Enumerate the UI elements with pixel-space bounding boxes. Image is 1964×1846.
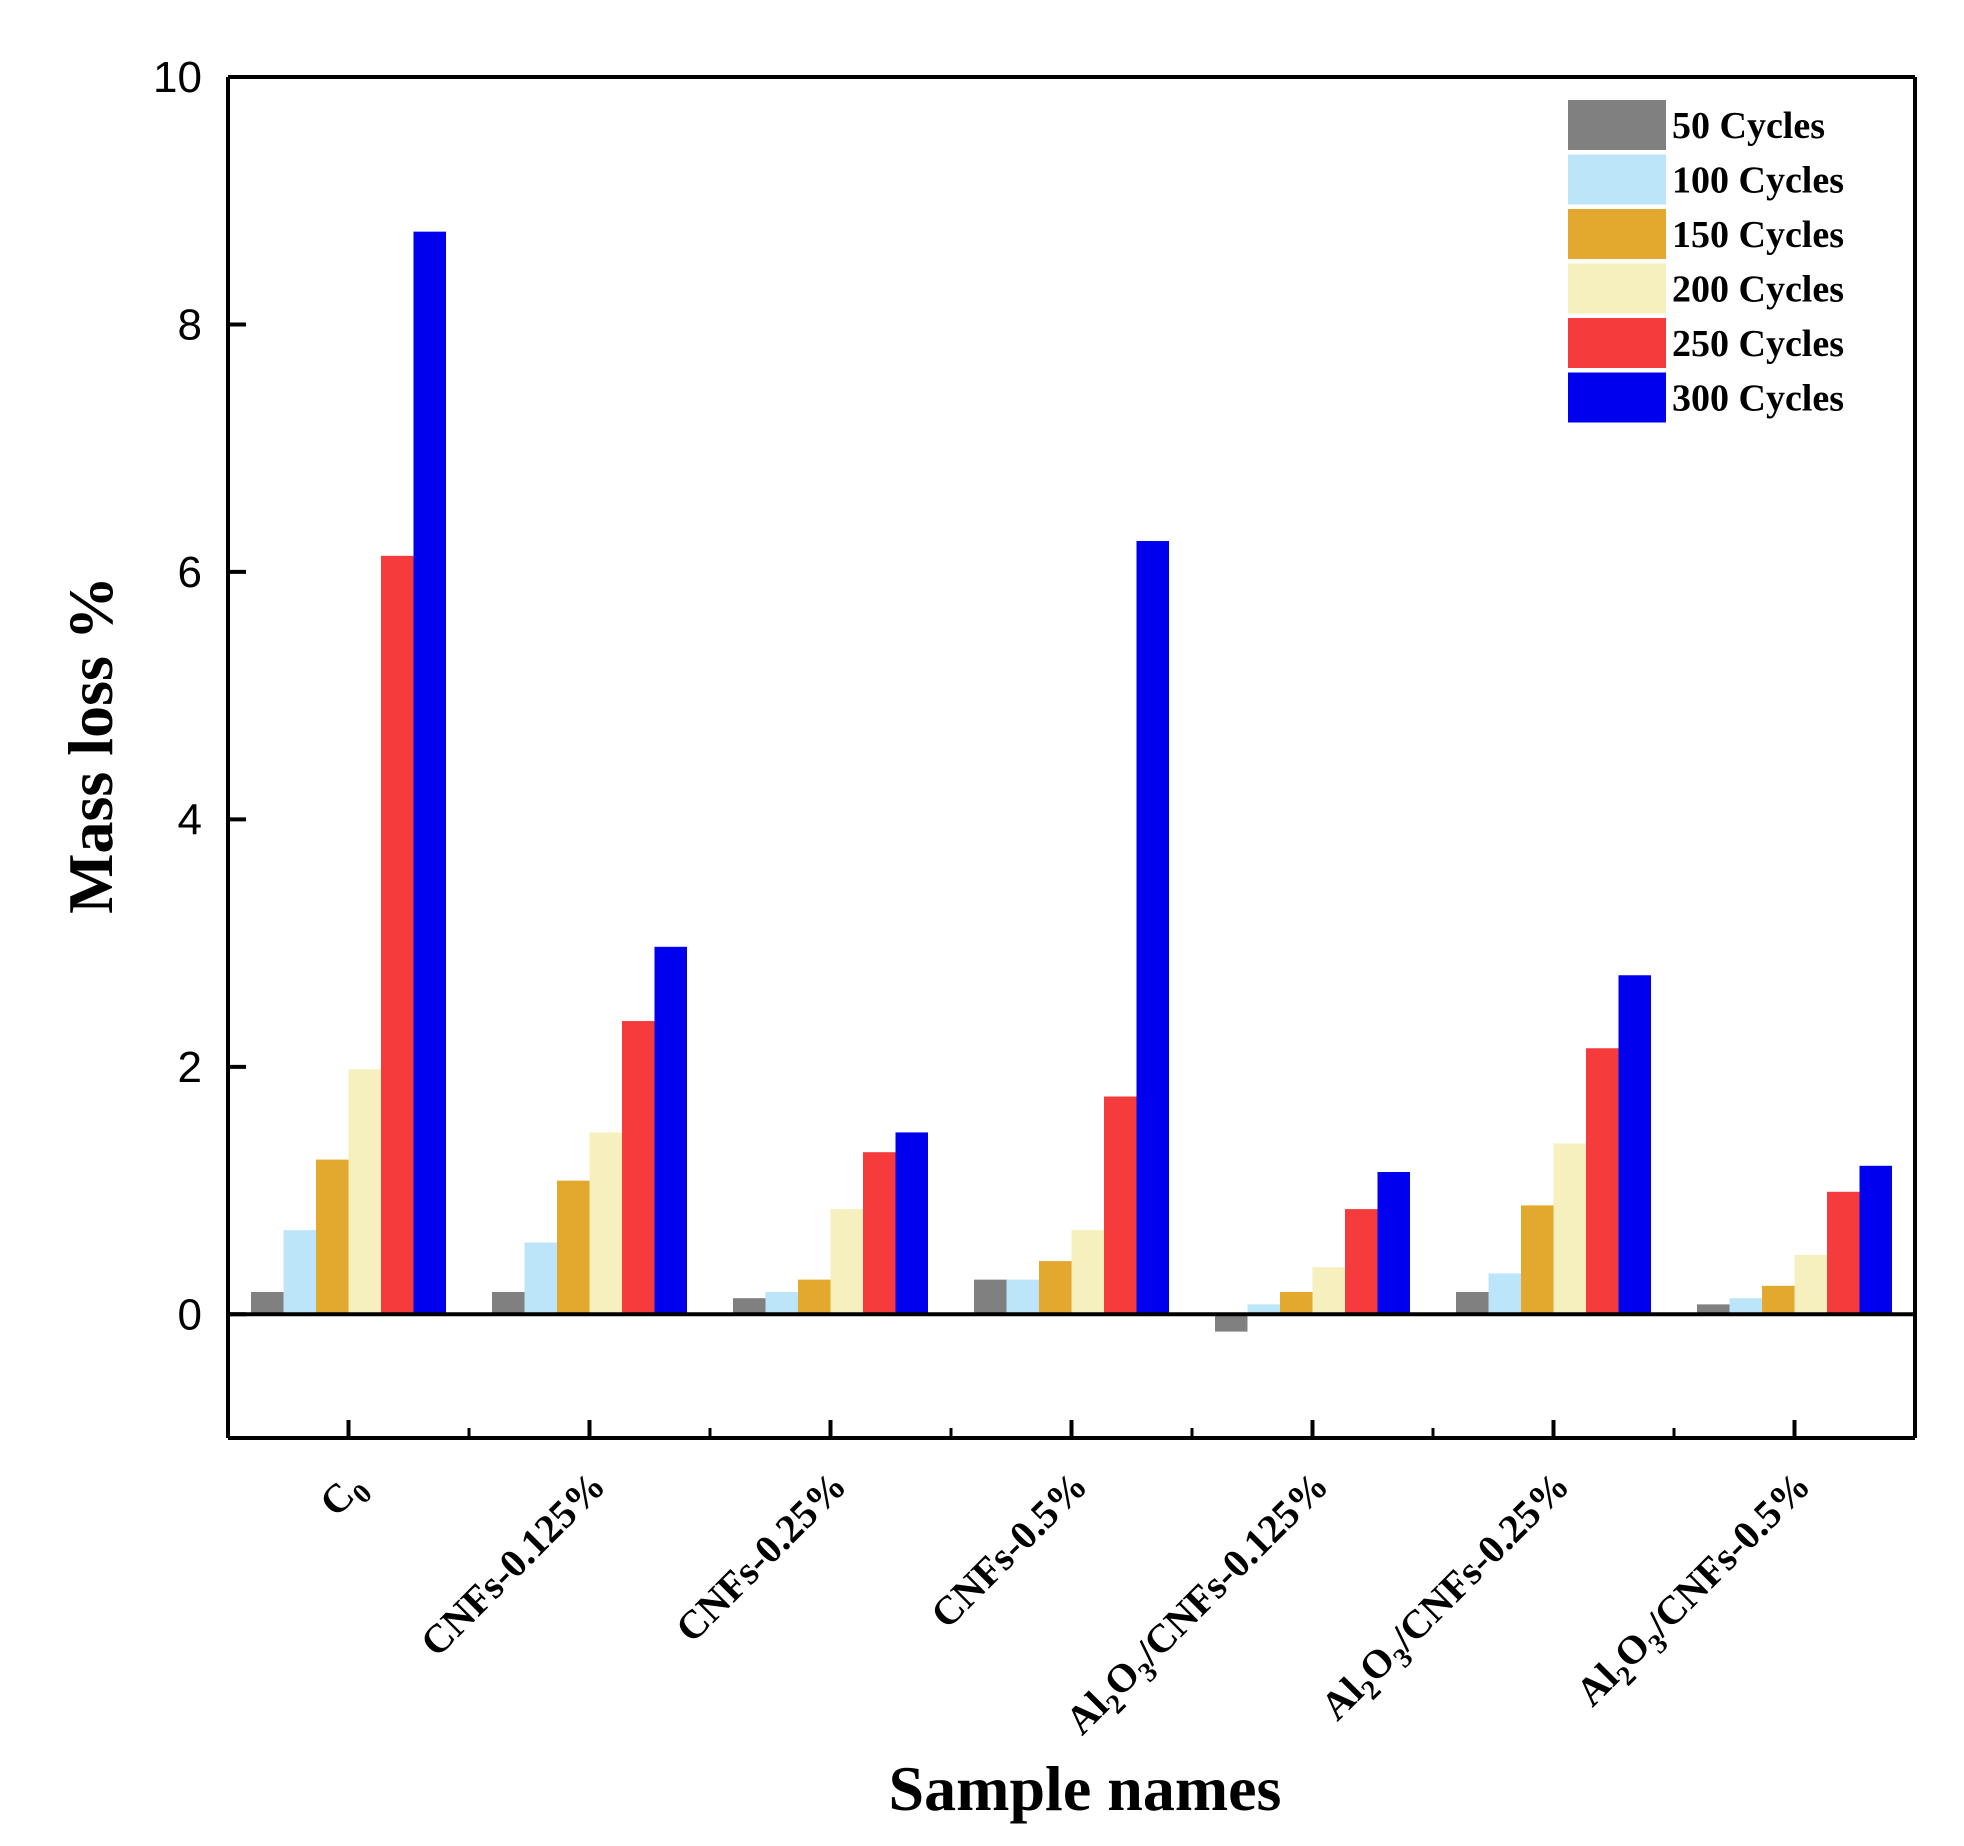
- bar-CNFs-0.25%-100-cycles: [765, 1292, 798, 1315]
- y-tick-label: 0: [178, 1290, 202, 1339]
- bar-CNFs-0.5%-250-cycles: [1104, 1096, 1137, 1315]
- bar-Al2O3/CNFs-0.25%-250-cycles: [1586, 1048, 1619, 1315]
- bars-layer: [251, 231, 1892, 1332]
- bar-CNFs-0.25%-250-cycles: [863, 1152, 896, 1315]
- bar-CNFs-0.25%-300-cycles: [895, 1132, 928, 1315]
- bar-CNFs-0.25%-200-cycles: [830, 1209, 863, 1315]
- bar-Al2O3/CNFs-0.125%-50-cycles: [1215, 1314, 1248, 1332]
- bar-CNFs-0.5%-100-cycles: [1006, 1279, 1039, 1315]
- category-label: Al2O3/CNFs-0.125%: [1057, 1463, 1343, 1749]
- bar-C0-250-cycles: [381, 555, 414, 1315]
- bar-Al2O3/CNFs-0.125%-200-cycles: [1312, 1267, 1345, 1315]
- legend-label: 100 Cycles: [1672, 160, 1844, 202]
- y-tick-label: 4: [178, 795, 202, 844]
- legend-label: 50 Cycles: [1672, 105, 1825, 147]
- legend-swatch-150-cycles: [1568, 209, 1666, 259]
- legend-label: 200 Cycles: [1672, 269, 1844, 311]
- bar-C0-150-cycles: [316, 1159, 349, 1315]
- bar-C0-50-cycles: [251, 1292, 284, 1315]
- bar-CNFs-0.5%-150-cycles: [1039, 1261, 1072, 1315]
- bar-CNFs-0.125%-250-cycles: [622, 1021, 655, 1315]
- category-label: Al2O3/CNFs-0.5%: [1567, 1463, 1825, 1721]
- bar-CNFs-0.5%-200-cycles: [1071, 1230, 1104, 1315]
- bar-Al2O3/CNFs-0.25%-100-cycles: [1488, 1273, 1521, 1315]
- y-tick-label: 8: [178, 300, 202, 349]
- bar-C0-300-cycles: [413, 231, 446, 1315]
- bar-CNFs-0.125%-100-cycles: [524, 1242, 557, 1315]
- bar-CNFs-0.125%-300-cycles: [654, 946, 687, 1315]
- bar-Al2O3/CNFs-0.125%-250-cycles: [1345, 1209, 1378, 1315]
- bar-Al2O3/CNFs-0.125%-100-cycles: [1247, 1304, 1280, 1315]
- bar-Al2O3/CNFs-0.5%-200-cycles: [1794, 1254, 1827, 1315]
- bar-Al2O3/CNFs-0.5%-250-cycles: [1827, 1191, 1860, 1315]
- category-label: CNFs-0.25%: [667, 1463, 855, 1651]
- legend-swatch-50-cycles: [1568, 100, 1666, 150]
- x-axis-title: Sample names: [889, 1753, 1282, 1824]
- bar-Al2O3/CNFs-0.25%-300-cycles: [1618, 975, 1651, 1315]
- bar-Al2O3/CNFs-0.5%-100-cycles: [1729, 1298, 1762, 1315]
- legend: 50 Cycles 100 Cycles 150 Cycles 200 Cycles 2…: [1568, 100, 1844, 423]
- legend-swatch-100-cycles: [1568, 154, 1666, 205]
- y-tick-label: 10: [153, 53, 202, 102]
- bar-CNFs-0.25%-150-cycles: [798, 1279, 831, 1315]
- y-tick-label: 6: [178, 548, 202, 597]
- bar-CNFs-0.125%-50-cycles: [492, 1292, 525, 1315]
- bar-C0-200-cycles: [348, 1069, 381, 1315]
- bar-Al2O3/CNFs-0.125%-150-cycles: [1280, 1292, 1313, 1315]
- bar-CNFs-0.125%-200-cycles: [589, 1132, 622, 1315]
- legend-label: 150 Cycles: [1672, 214, 1844, 256]
- legend-label: 250 Cycles: [1672, 323, 1844, 365]
- legend-swatch-300-cycles: [1568, 372, 1666, 423]
- bar-CNFs-0.5%-50-cycles: [974, 1279, 1007, 1315]
- bar-Al2O3/CNFs-0.5%-300-cycles: [1859, 1165, 1892, 1315]
- bar-Al2O3/CNFs-0.125%-300-cycles: [1377, 1171, 1410, 1315]
- bar-CNFs-0.25%-50-cycles: [733, 1298, 766, 1315]
- legend-swatch-200-cycles: [1568, 263, 1666, 314]
- category-label: Al2O3/CNFs-0.25%: [1312, 1463, 1584, 1735]
- legend-label: 300 Cycles: [1672, 378, 1844, 420]
- bar-CNFs-0.125%-150-cycles: [557, 1180, 590, 1315]
- bar-CNFs-0.5%-300-cycles: [1136, 540, 1169, 1315]
- ticks-layer: 0 2 4 6 8 10: [153, 53, 1797, 1438]
- category-label: CNFs-0.5%: [922, 1463, 1096, 1637]
- y-axis-title: Mass loss %: [55, 576, 126, 914]
- legend-swatch-250-cycles: [1568, 318, 1666, 368]
- bar-Al2O3/CNFs-0.5%-150-cycles: [1762, 1285, 1795, 1315]
- bar-Al2O3/CNFs-0.25%-150-cycles: [1521, 1205, 1554, 1315]
- bar-Al2O3/CNFs-0.25%-50-cycles: [1456, 1292, 1489, 1315]
- bar-Al2O3/CNFs-0.25%-200-cycles: [1553, 1143, 1586, 1315]
- bar-Al2O3/CNFs-0.5%-50-cycles: [1697, 1304, 1730, 1315]
- y-tick-label: 2: [178, 1043, 202, 1092]
- bar-C0-100-cycles: [283, 1230, 316, 1315]
- category-labels: C0 CNFs-0.125% CNFs-0.25% CNFs-0.5%Al2O3/CN…: [311, 1463, 1825, 1749]
- category-label: CNFs-0.125%: [412, 1463, 614, 1665]
- category-label: C0: [311, 1463, 379, 1531]
